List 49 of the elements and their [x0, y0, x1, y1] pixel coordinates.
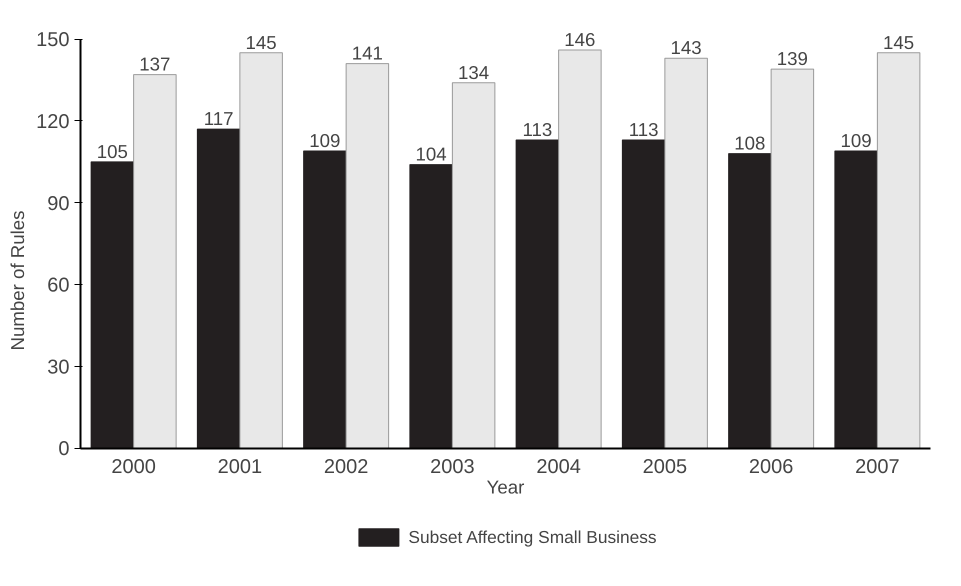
data-label: 105: [96, 140, 128, 162]
data-label: 117: [204, 108, 234, 130]
data-label: 145: [246, 32, 277, 53]
data-label: 134: [458, 62, 490, 83]
x-tick-label: 2000: [111, 456, 156, 478]
data-label: 104: [416, 144, 447, 165]
bar: [90, 161, 134, 449]
data-label: 109: [840, 130, 872, 151]
x-tick-label: 2003: [430, 456, 475, 478]
bar: [133, 74, 177, 449]
data-label: 143: [670, 37, 702, 58]
legend-label: Subset Affecting Small Business: [408, 526, 657, 548]
y-tick-label: 30: [47, 356, 70, 378]
bar: [876, 52, 920, 449]
y-tick-label: 60: [47, 274, 70, 297]
bar: [770, 68, 814, 449]
bar: [452, 82, 496, 449]
bar: [409, 164, 453, 449]
data-label: 137: [139, 54, 170, 75]
data-label: 145: [883, 32, 914, 53]
data-label: 146: [564, 29, 596, 50]
bar: [664, 58, 708, 449]
x-tick-label: 2004: [536, 456, 581, 478]
data-label: 113: [628, 119, 659, 140]
bar: [346, 63, 390, 449]
data-label: 109: [309, 130, 340, 151]
bar: [239, 52, 283, 449]
x-tick-label: 2002: [324, 456, 368, 478]
data-label: 113: [522, 119, 552, 140]
x-tick-label: 2007: [855, 456, 900, 478]
bar: [303, 150, 347, 449]
y-tick-label: 0: [58, 438, 70, 460]
y-axis-title: Number of Rules: [7, 210, 28, 350]
bar: [558, 50, 602, 449]
x-tick-label: 2001: [218, 456, 262, 478]
y-tick-label: 120: [36, 110, 70, 133]
x-axis-title: Year: [486, 476, 524, 498]
bar: [196, 128, 240, 449]
bar: [728, 153, 772, 449]
x-tick-label: 2006: [748, 456, 794, 478]
bar: [622, 140, 666, 449]
data-label: 141: [352, 42, 383, 64]
y-tick-label: 150: [36, 29, 70, 52]
data-label: 139: [776, 48, 808, 70]
data-label: 108: [734, 132, 766, 154]
x-tick-label: 2005: [642, 456, 688, 478]
bar: [516, 140, 560, 449]
y-tick-label: 90: [47, 192, 70, 215]
bar: [834, 150, 878, 449]
